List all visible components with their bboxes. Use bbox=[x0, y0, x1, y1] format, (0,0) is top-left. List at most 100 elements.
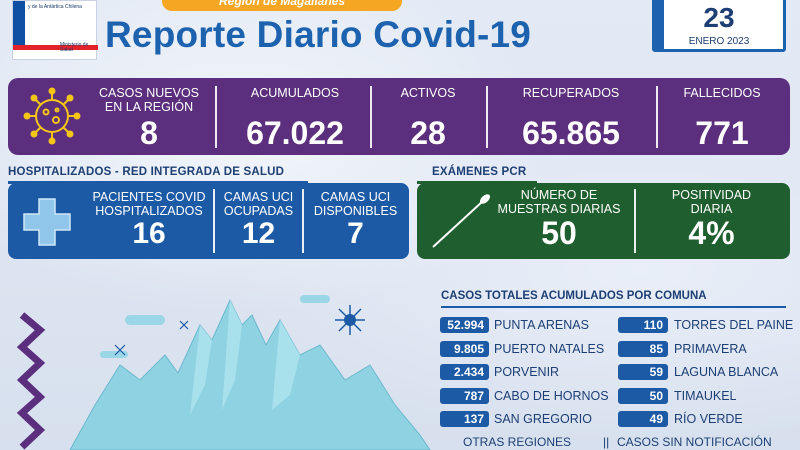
comuna-value: 50 bbox=[618, 388, 668, 404]
comuna-name: PUNTA ARENAS bbox=[494, 318, 589, 332]
comuna-value: 137 bbox=[440, 411, 489, 427]
hospital-section-title: HOSPITALIZADOS - RED INTEGRADA DE SALUD bbox=[8, 166, 285, 178]
region-pill: Región de Magallanes bbox=[162, 0, 402, 11]
divider bbox=[302, 189, 304, 253]
divider bbox=[215, 86, 217, 148]
stat-value: 7 bbox=[347, 217, 364, 250]
page-title: Reporte Diario Covid-19 bbox=[105, 14, 532, 55]
footer-separator: || bbox=[603, 435, 610, 449]
stat-label: NÚMERO DE bbox=[520, 188, 598, 202]
comuna-name: PORVENIR bbox=[494, 365, 560, 379]
stat-positivity: POSITIVIDAD DIARIA 4% bbox=[639, 183, 784, 259]
hospital-underline bbox=[8, 181, 308, 184]
logo-region-text: y de la Antártica Chilena bbox=[28, 4, 82, 10]
stat-daily-samples: NÚMERO DE MUESTRAS DIARIAS 50 bbox=[489, 183, 629, 259]
comuna-row: 9.805 PUERTO NATALES bbox=[440, 341, 610, 357]
stat-recovered: RECUPERADOS 65.865 bbox=[488, 78, 654, 155]
divider bbox=[213, 189, 215, 253]
comuna-value: 110 bbox=[618, 317, 668, 333]
comuna-name: PUERTO NATALES bbox=[494, 342, 605, 356]
stat-label: RECUPERADOS bbox=[522, 86, 620, 100]
comuna-value: 787 bbox=[440, 388, 489, 404]
stat-label: DISPONIBLES bbox=[313, 204, 398, 218]
comuna-table-title: CASOS TOTALES ACUMULADOS POR COMUNA bbox=[441, 290, 707, 302]
divider bbox=[656, 86, 658, 148]
comuna-name: PRIMAVERA bbox=[674, 342, 747, 356]
comuna-name: TIMAUKEL bbox=[674, 389, 737, 403]
comuna-value: 85 bbox=[618, 341, 668, 357]
comuna-value: 9.805 bbox=[440, 341, 489, 357]
date-badge: 23 ENERO 2023 bbox=[652, 0, 786, 52]
comuna-name: SAN GREGORIO bbox=[494, 412, 592, 426]
date-month: ENERO 2023 bbox=[688, 36, 750, 47]
stat-label: MUESTRAS DIARIAS bbox=[497, 202, 621, 216]
stat-label: DIARIA bbox=[690, 202, 733, 216]
stat-label: CAMAS UCI bbox=[320, 190, 391, 204]
stat-label: FALLECIDOS bbox=[683, 86, 761, 100]
comuna-row: 52.994 PUNTA ARENAS bbox=[440, 317, 610, 333]
stat-label: OCUPADAS bbox=[223, 204, 294, 218]
stat-label: POSITIVIDAD bbox=[671, 188, 752, 202]
stat-label: CASOS NUEVOS bbox=[98, 86, 200, 100]
comuna-row: 59 LAGUNA BLANCA bbox=[618, 364, 793, 380]
comuna-row: 787 CABO DE HORNOS bbox=[440, 388, 610, 404]
comuna-row: 85 PRIMAVERA bbox=[618, 341, 793, 357]
stat-value: 50 bbox=[541, 215, 577, 251]
pcr-section-title: EXÁMENES PCR bbox=[432, 166, 527, 178]
stat-value: 12 bbox=[241, 217, 276, 250]
swab-icon bbox=[432, 194, 491, 248]
stat-icu-available: CAMAS UCI DISPONIBLES 7 bbox=[304, 183, 407, 259]
government-logo: y de la Antártica Chilena Ministerio de … bbox=[12, 0, 98, 60]
footer-other-regions: OTRAS REGIONES bbox=[463, 435, 572, 449]
stat-new-cases: CASOS NUEVOS EN LA REGIÓN 8 bbox=[90, 78, 208, 155]
comuna-name: RÍO VERDE bbox=[674, 412, 743, 426]
stat-icu-occupied: CAMAS UCI OCUPADAS 12 bbox=[216, 183, 301, 259]
stat-accumulated: ACUMULADOS 67.022 bbox=[220, 78, 370, 155]
pcr-underline bbox=[417, 181, 537, 184]
stat-deaths: FALLECIDOS 771 bbox=[658, 78, 786, 155]
hospital-panel: PACIENTES COVID HOSPITALIZADOS 16 CAMAS … bbox=[8, 183, 409, 259]
stat-value: 771 bbox=[695, 115, 749, 151]
comuna-row: 50 TIMAUKEL bbox=[618, 388, 793, 404]
comuna-row: 110 TORRES DEL PAINE bbox=[618, 317, 793, 333]
comuna-value: 52.994 bbox=[440, 317, 489, 333]
stat-label: ACUMULADOS bbox=[250, 86, 340, 100]
stat-value: 16 bbox=[132, 217, 166, 250]
stat-label: EN LA REGIÓN bbox=[104, 100, 194, 114]
stat-hospitalized: PACIENTES COVID HOSPITALIZADOS 16 bbox=[80, 183, 218, 259]
stat-value: 65.865 bbox=[522, 115, 620, 151]
stat-label: ACTIVOS bbox=[400, 86, 456, 100]
comuna-value: 2.434 bbox=[440, 364, 489, 380]
virus-icon bbox=[23, 87, 81, 145]
comuna-underline bbox=[441, 306, 786, 308]
stat-label: CAMAS UCI bbox=[223, 190, 294, 204]
pcr-panel: NÚMERO DE MUESTRAS DIARIAS 50 POSITIVIDA… bbox=[417, 183, 790, 259]
stat-value: 28 bbox=[410, 115, 446, 151]
comuna-name: CABO DE HORNOS bbox=[494, 389, 609, 403]
medical-cross-icon bbox=[23, 198, 71, 246]
divider bbox=[634, 189, 636, 253]
torres-del-paine-illustration bbox=[16, 295, 431, 450]
comuna-row: 2.434 PORVENIR bbox=[440, 364, 610, 380]
comuna-row: 137 SAN GREGORIO bbox=[440, 411, 610, 427]
footer-unnotified: CASOS SIN NOTIFICACIÓN bbox=[617, 435, 772, 449]
stat-label: HOSPITALIZADOS bbox=[95, 204, 203, 218]
comuna-row: 49 RÍO VERDE bbox=[618, 411, 793, 427]
comuna-value: 59 bbox=[618, 364, 668, 380]
flag-red-band bbox=[13, 45, 98, 50]
logo-ministry-text: Ministerio de Salud bbox=[60, 42, 89, 53]
date-tab bbox=[654, 0, 664, 51]
comuna-name: LAGUNA BLANCA bbox=[674, 365, 779, 379]
stat-value: 8 bbox=[140, 115, 158, 151]
summary-panel: CASOS NUEVOS EN LA REGIÓN 8 ACUMULADOS 6… bbox=[8, 78, 790, 155]
stat-value: 67.022 bbox=[246, 115, 344, 151]
stat-label: PACIENTES COVID bbox=[92, 190, 206, 204]
stat-value: 4% bbox=[688, 215, 735, 251]
comuna-name: TORRES DEL PAINE bbox=[674, 318, 794, 332]
date-day: 23 bbox=[703, 2, 735, 33]
flag-blue-band bbox=[13, 1, 25, 45]
comuna-value: 49 bbox=[618, 411, 668, 427]
divider bbox=[486, 86, 488, 148]
divider bbox=[370, 86, 372, 148]
stat-active: ACTIVOS 28 bbox=[373, 78, 483, 155]
